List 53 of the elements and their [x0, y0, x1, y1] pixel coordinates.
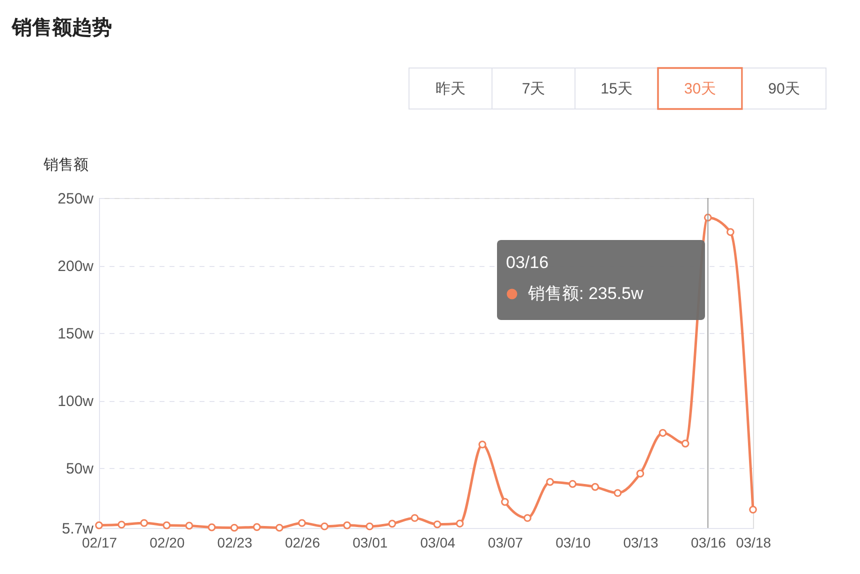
x-tick-label: 03/16 [690, 534, 726, 550]
point [162, 521, 171, 530]
y-tick-label: 5.7w [62, 520, 94, 538]
y-tick-label: 200w [58, 258, 94, 276]
point [478, 440, 486, 448]
point [410, 514, 419, 522]
x-tick-label: 03/13 [623, 534, 658, 550]
point [591, 483, 600, 491]
point [185, 522, 194, 530]
y-tick-label: 150w [58, 326, 94, 343]
point [501, 498, 509, 506]
x-tick-label: 03/18 [736, 534, 772, 550]
y-axis-title: 销售额 [42, 156, 88, 174]
point [681, 440, 690, 448]
point [230, 524, 238, 532]
y-tick-label: 250w [58, 190, 94, 208]
text: 15天 [600, 80, 632, 98]
point [546, 478, 554, 486]
point [658, 429, 667, 437]
chart-title: 销售额趋势 [11, 16, 112, 39]
point [568, 480, 576, 488]
x-tick-label: 02/17 [82, 534, 118, 550]
y-tick-label: 50w [66, 460, 94, 478]
point [95, 521, 103, 530]
x-tick-label: 03/01 [352, 534, 388, 550]
point [433, 520, 442, 528]
x-tick-label: 03/04 [420, 534, 456, 550]
x-tick-label: 02/20 [150, 534, 185, 550]
x-tick-label: 03/10 [556, 534, 591, 550]
point [388, 520, 396, 528]
text: 7天 [522, 80, 546, 98]
point [140, 519, 148, 527]
point [118, 520, 126, 529]
point [276, 524, 284, 532]
point [456, 520, 464, 528]
point [614, 489, 622, 497]
point [252, 523, 261, 531]
x-tick-label: 02/23 [217, 534, 253, 550]
point [726, 228, 734, 236]
point [343, 521, 351, 530]
point [524, 514, 532, 522]
x-tick-label: 03/07 [488, 534, 524, 550]
point [749, 506, 757, 514]
point [636, 470, 644, 478]
point [366, 522, 374, 530]
text: 30天 [684, 80, 716, 98]
point [320, 522, 328, 530]
text: 昨天 [436, 80, 466, 98]
x-tick-label: 02/26 [284, 534, 320, 550]
point [298, 519, 306, 527]
y-tick-label: 100w [58, 393, 94, 410]
text: 90天 [768, 80, 800, 98]
point [208, 523, 216, 532]
